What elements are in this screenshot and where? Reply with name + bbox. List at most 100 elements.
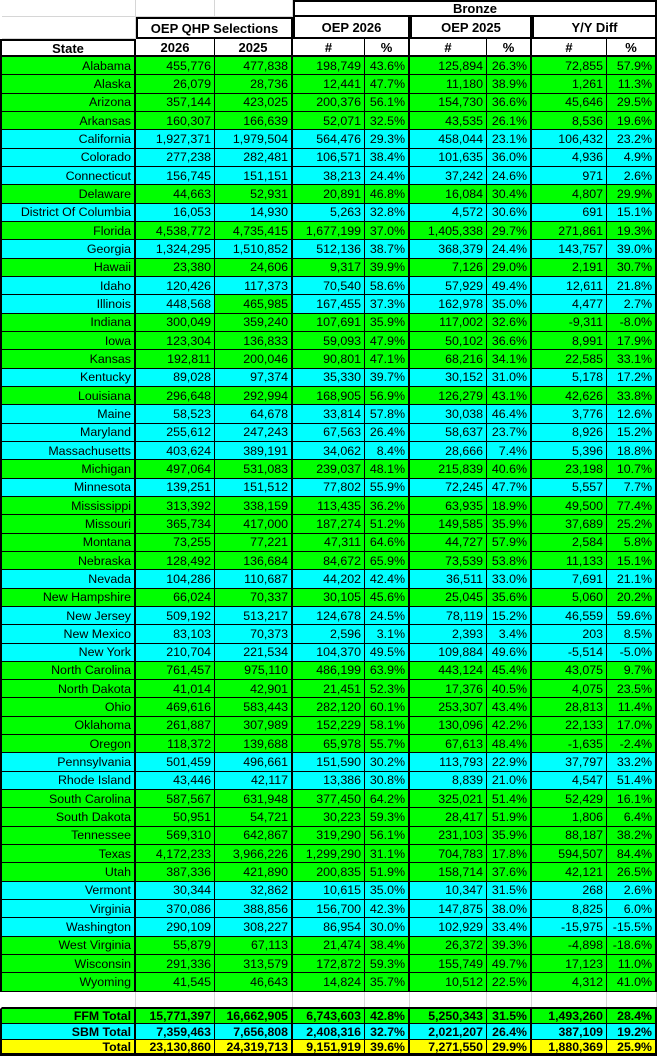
- cell-bronze-2025-count[interactable]: 44,727: [410, 533, 487, 552]
- cell-bronze-2025-count[interactable]: 43,535: [410, 111, 487, 131]
- cell-yy-diff-count[interactable]: -1,635: [532, 735, 607, 754]
- cell-yy-diff-count[interactable]: 143,757: [532, 240, 607, 259]
- cell-bronze-2026-pct[interactable]: 55.9%: [365, 478, 410, 497]
- cell-yy-diff-pct[interactable]: 17.9%: [607, 331, 657, 351]
- empty-cell[interactable]: [607, 991, 657, 1007]
- cell-bronze-2026-count[interactable]: 12,441: [293, 75, 365, 94]
- cell-bronze-2026-count[interactable]: 1,677,199: [293, 221, 365, 241]
- cell-bronze-2026-pct[interactable]: 30.8%: [365, 771, 410, 791]
- cell-yy-diff-count[interactable]: 271,861: [532, 221, 607, 241]
- cell-bronze-2026-pct[interactable]: 57.8%: [365, 405, 410, 424]
- cell-bronze-2026-count[interactable]: 9,151,919: [293, 1040, 365, 1054]
- cell-yy-diff-pct[interactable]: 84.4%: [607, 845, 657, 864]
- cell-state[interactable]: Kentucky: [2, 368, 136, 387]
- cell-yy-diff-count[interactable]: 4,312: [532, 973, 607, 992]
- cell-bronze-2026-pct[interactable]: 55.7%: [365, 735, 410, 754]
- cell-state[interactable]: Rhode Island: [2, 771, 136, 791]
- cell-yy-diff-pct[interactable]: 20.2%: [607, 588, 657, 607]
- cell-bronze-2025-pct[interactable]: 51.9%: [487, 808, 532, 827]
- cell-bronze-2026-pct[interactable]: 35.0%: [365, 881, 410, 901]
- cell-qhp-2026[interactable]: 50,951: [136, 808, 215, 827]
- cell-bronze-2025-count[interactable]: 7,271,550: [410, 1040, 487, 1054]
- cell-yy-diff-pct[interactable]: 15.1%: [607, 203, 657, 222]
- cell-yy-diff-pct[interactable]: 2.6%: [607, 881, 657, 901]
- cell-qhp-2025[interactable]: 1,979,504: [215, 130, 293, 149]
- cell-bronze-2026-pct[interactable]: 42.8%: [365, 1008, 410, 1025]
- cell-bronze-2026-pct[interactable]: 63.9%: [365, 661, 410, 681]
- cell-yy-diff-pct[interactable]: 51.4%: [607, 771, 657, 791]
- cell-yy-diff-pct[interactable]: 10.7%: [607, 460, 657, 479]
- cell-yy-diff-count[interactable]: 2,191: [532, 258, 607, 277]
- cell-bronze-2025-pct[interactable]: 35.6%: [487, 588, 532, 607]
- cell-bronze-2025-pct[interactable]: 49.4%: [487, 276, 532, 296]
- cell-state[interactable]: Alaska: [2, 75, 136, 94]
- cell-qhp-2025[interactable]: 496,661: [215, 753, 293, 772]
- cell-bronze-2025-count[interactable]: 109,884: [410, 643, 487, 662]
- cell-qhp-2025[interactable]: 313,579: [215, 955, 293, 974]
- cell-qhp-2026[interactable]: 1,927,371: [136, 130, 215, 149]
- cell-bronze-2026-count[interactable]: 1,299,290: [293, 845, 365, 864]
- cell-bronze-2025-count[interactable]: 57,929: [410, 276, 487, 296]
- cell-bronze-2025-pct[interactable]: 31.0%: [487, 368, 532, 387]
- cell-state[interactable]: Ohio: [2, 698, 136, 717]
- cell-state[interactable]: New York: [2, 643, 136, 662]
- cell-bronze-2026-pct[interactable]: 43.6%: [365, 57, 410, 76]
- cell-qhp-2026[interactable]: 210,704: [136, 643, 215, 662]
- cell-qhp-2025[interactable]: 338,159: [215, 496, 293, 516]
- cell-state[interactable]: Montana: [2, 533, 136, 552]
- cell-bronze-2025-count[interactable]: 154,730: [410, 93, 487, 112]
- cell-yy-diff-count[interactable]: 88,187: [532, 826, 607, 846]
- cell-yy-diff-pct[interactable]: 17.0%: [607, 716, 657, 736]
- cell-qhp-2026[interactable]: 160,307: [136, 111, 215, 131]
- cell-bronze-2025-count[interactable]: 117,002: [410, 313, 487, 332]
- cell-bronze-2026-pct[interactable]: 49.5%: [365, 643, 410, 662]
- cell-state[interactable]: Oklahoma: [2, 716, 136, 736]
- cell-bronze-2026-pct[interactable]: 47.9%: [365, 331, 410, 351]
- cell-yy-diff-count[interactable]: 22,585: [532, 350, 607, 369]
- cell-bronze-2025-count[interactable]: 113,793: [410, 753, 487, 772]
- cell-qhp-2026[interactable]: 370,086: [136, 900, 215, 919]
- cell-qhp-2025[interactable]: 417,000: [215, 515, 293, 534]
- cell-bronze-2025-count[interactable]: 5,250,343: [410, 1008, 487, 1025]
- cell-bronze-2025-pct[interactable]: 33.0%: [487, 570, 532, 589]
- cell-yy-diff-count[interactable]: 8,536: [532, 111, 607, 131]
- cell-yy-diff-pct[interactable]: 77.4%: [607, 496, 657, 516]
- cell-yy-diff-pct[interactable]: 4.9%: [607, 148, 657, 167]
- cell-bronze-2026-pct[interactable]: 35.9%: [365, 313, 410, 332]
- cell-bronze-2026-count[interactable]: 59,093: [293, 331, 365, 351]
- cell-bronze-2026-count[interactable]: 107,691: [293, 313, 365, 332]
- cell-qhp-2025[interactable]: 247,243: [215, 423, 293, 442]
- cell-bronze-2025-pct[interactable]: 21.0%: [487, 771, 532, 791]
- cell-yy-diff-count[interactable]: 11,133: [532, 551, 607, 571]
- cell-qhp-2025[interactable]: 32,862: [215, 881, 293, 901]
- cell-yy-diff-pct[interactable]: 29.9%: [607, 185, 657, 204]
- cell-bronze-2025-count[interactable]: 1,405,338: [410, 221, 487, 241]
- cell-qhp-2026[interactable]: 156,745: [136, 166, 215, 186]
- cell-yy-diff-count[interactable]: 42,121: [532, 863, 607, 882]
- cell-bronze-2025-count[interactable]: 253,307: [410, 698, 487, 717]
- cell-bronze-2025-count[interactable]: 231,103: [410, 826, 487, 846]
- cell-bronze-2026-count[interactable]: 239,037: [293, 460, 365, 479]
- cell-bronze-2026-pct[interactable]: 24.4%: [365, 166, 410, 186]
- bronze-2026-count-header[interactable]: #: [293, 39, 365, 57]
- cell-qhp-2026[interactable]: 43,446: [136, 771, 215, 791]
- cell-bronze-2026-count[interactable]: 167,455: [293, 295, 365, 314]
- cell-yy-diff-count[interactable]: 203: [532, 625, 607, 644]
- cell-state[interactable]: Michigan: [2, 460, 136, 479]
- cell-bronze-2026-count[interactable]: 187,274: [293, 515, 365, 534]
- cell-qhp-2025[interactable]: 54,721: [215, 808, 293, 827]
- cell-bronze-2025-pct[interactable]: 29.9%: [487, 1040, 532, 1054]
- cell-bronze-2026-count[interactable]: 198,749: [293, 57, 365, 76]
- cell-qhp-2026[interactable]: 290,109: [136, 918, 215, 937]
- cell-qhp-2026[interactable]: 73,255: [136, 533, 215, 552]
- cell-bronze-2025-pct[interactable]: 49.7%: [487, 955, 532, 974]
- empty-cell[interactable]: [215, 0, 293, 17]
- cell-bronze-2026-pct[interactable]: 38.4%: [365, 936, 410, 956]
- cell-yy-diff-pct[interactable]: 33.1%: [607, 350, 657, 369]
- cell-yy-diff-count[interactable]: 4,807: [532, 185, 607, 204]
- cell-state[interactable]: California: [2, 130, 136, 149]
- cell-bronze-2025-pct[interactable]: 24.4%: [487, 240, 532, 259]
- cell-bronze-2025-pct[interactable]: 43.4%: [487, 698, 532, 717]
- cell-yy-diff-count[interactable]: 72,855: [532, 57, 607, 76]
- empty-cell[interactable]: [2, 0, 136, 17]
